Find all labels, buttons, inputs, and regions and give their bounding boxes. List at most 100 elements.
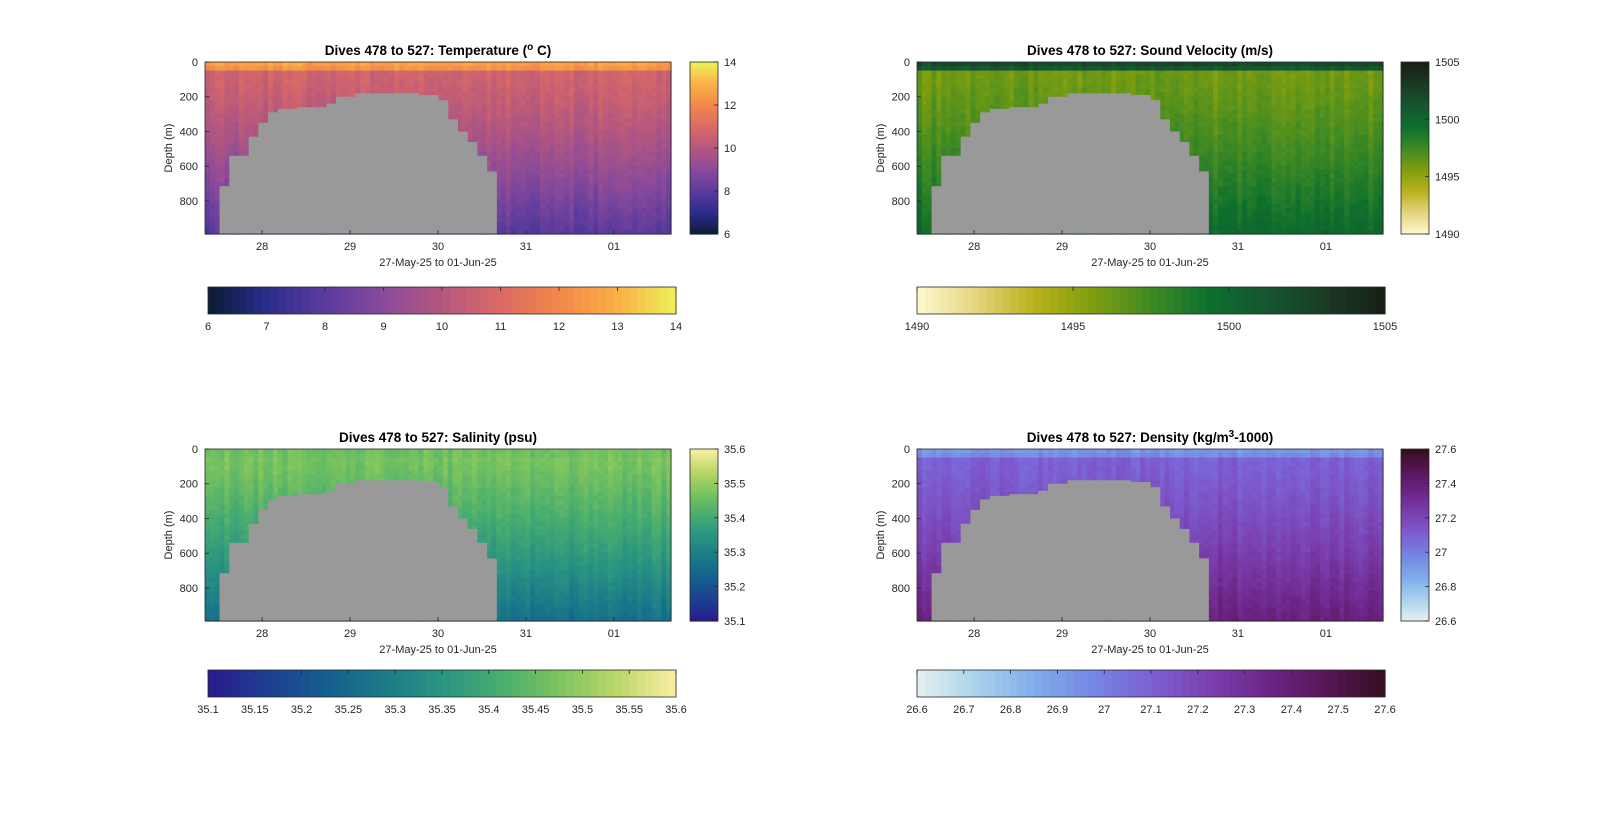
temperature-cell bbox=[525, 165, 531, 171]
temperature-cell bbox=[471, 96, 478, 102]
temperature-cell bbox=[607, 199, 614, 205]
temperature-cell bbox=[637, 122, 643, 128]
temperature-cell bbox=[656, 148, 662, 153]
temperature-cell bbox=[515, 100, 522, 106]
temperature-cell bbox=[253, 96, 259, 102]
sound-velocity-cell bbox=[1004, 66, 1010, 72]
sound-velocity-cell bbox=[926, 221, 933, 226]
sound-velocity-cell bbox=[936, 70, 942, 76]
temperature-cell bbox=[607, 135, 614, 140]
temperature-side-colorbar-segment bbox=[690, 205, 718, 209]
temperature-cell bbox=[598, 109, 604, 115]
temperature-cell bbox=[433, 74, 439, 80]
temperature-cell bbox=[612, 186, 619, 192]
temperature-cell bbox=[209, 221, 216, 226]
temperature-cell bbox=[617, 79, 624, 85]
temperature-cell bbox=[525, 199, 531, 205]
temperature-cell bbox=[438, 79, 444, 85]
temperature-bottom-colorbar-segment bbox=[442, 287, 451, 314]
temperature-cell bbox=[486, 62, 492, 67]
temperature-cell bbox=[471, 126, 478, 132]
temperature-cell bbox=[661, 96, 667, 102]
temperature-bottom-colorbar-segment bbox=[590, 287, 599, 314]
temperature-cell bbox=[544, 221, 551, 226]
temperature-cell bbox=[243, 79, 250, 85]
temperature-cell bbox=[491, 130, 497, 136]
temperature-cell bbox=[617, 70, 624, 76]
temperature-side-colorbar-segment bbox=[690, 107, 718, 112]
sound-velocity-cell bbox=[1004, 79, 1010, 85]
temperature-cell bbox=[209, 225, 216, 231]
sound-velocity-cell bbox=[926, 126, 933, 132]
temperature-cell bbox=[632, 66, 638, 72]
temperature-cell bbox=[549, 66, 556, 72]
temperature-cell bbox=[399, 74, 405, 80]
temperature-cell bbox=[544, 169, 551, 175]
temperature-cell bbox=[520, 216, 526, 222]
temperature-cell bbox=[248, 92, 255, 97]
temperature-cell bbox=[612, 74, 619, 80]
temperature-cell bbox=[413, 70, 420, 76]
temperature-cell bbox=[224, 156, 230, 162]
sound-velocity-cell bbox=[926, 92, 933, 97]
temperature-cell bbox=[272, 96, 279, 102]
temperature-cell bbox=[544, 182, 551, 188]
sound-velocity-cell bbox=[946, 135, 952, 140]
temperature-cell bbox=[418, 92, 425, 97]
temperature-cell bbox=[622, 178, 628, 183]
temperature-cell bbox=[224, 87, 230, 93]
temperature-cell bbox=[408, 62, 415, 67]
temperature-cell bbox=[302, 92, 308, 97]
temperature-cell bbox=[224, 139, 230, 145]
temperature-cell bbox=[583, 139, 590, 145]
temperature-cell bbox=[481, 62, 488, 67]
temperature-cell bbox=[205, 169, 211, 175]
sound-velocity-cell bbox=[917, 122, 923, 128]
temperature-cell bbox=[651, 92, 658, 97]
temperature-cell bbox=[525, 212, 531, 218]
temperature-cell bbox=[539, 160, 546, 166]
temperature-cell bbox=[607, 113, 614, 119]
temperature-cell bbox=[593, 152, 599, 158]
temperature-cell bbox=[651, 216, 658, 222]
temperature-cell bbox=[272, 87, 279, 93]
temperature-cell bbox=[501, 130, 507, 136]
temperature-cell bbox=[593, 87, 599, 93]
temperature-cell bbox=[423, 66, 429, 72]
sound-velocity-cell bbox=[926, 83, 933, 89]
temperature-cell bbox=[404, 83, 410, 89]
temperature-cell bbox=[564, 122, 570, 128]
temperature-cell bbox=[496, 195, 502, 201]
temperature-cell bbox=[554, 186, 560, 192]
temperature-cell bbox=[656, 74, 662, 80]
temperature-cell bbox=[316, 87, 323, 93]
temperature-cell bbox=[535, 178, 541, 183]
temperature-cell bbox=[535, 199, 541, 205]
temperature-x-tick-label: 29 bbox=[344, 241, 356, 253]
temperature-cell bbox=[316, 96, 323, 102]
temperature-cell bbox=[205, 173, 211, 179]
sound-velocity-cell bbox=[950, 79, 957, 85]
temperature-cell bbox=[209, 186, 216, 192]
temperature-cell bbox=[234, 62, 240, 67]
temperature-cell bbox=[462, 117, 468, 123]
sound-velocity-cell bbox=[955, 126, 962, 132]
temperature-cell bbox=[277, 62, 284, 67]
temperature-side-colorbar-segment bbox=[690, 70, 718, 75]
temperature-cell bbox=[515, 87, 522, 93]
temperature-cell bbox=[666, 74, 672, 80]
temperature-cell bbox=[637, 130, 643, 136]
temperature-cell bbox=[607, 100, 614, 106]
temperature-cell bbox=[433, 70, 439, 76]
sound-velocity-cell bbox=[975, 70, 981, 76]
temperature-cell bbox=[578, 126, 585, 132]
temperature-cell bbox=[457, 79, 463, 85]
temperature-cell bbox=[471, 122, 478, 128]
sound-velocity-cell bbox=[955, 109, 962, 115]
temperature-cell bbox=[554, 169, 560, 175]
temperature-cell bbox=[593, 173, 599, 179]
temperature-cell bbox=[214, 66, 221, 72]
temperature-cell bbox=[510, 109, 517, 115]
temperature-cell bbox=[564, 143, 570, 149]
temperature-side-colorbar-segment bbox=[690, 64, 718, 69]
